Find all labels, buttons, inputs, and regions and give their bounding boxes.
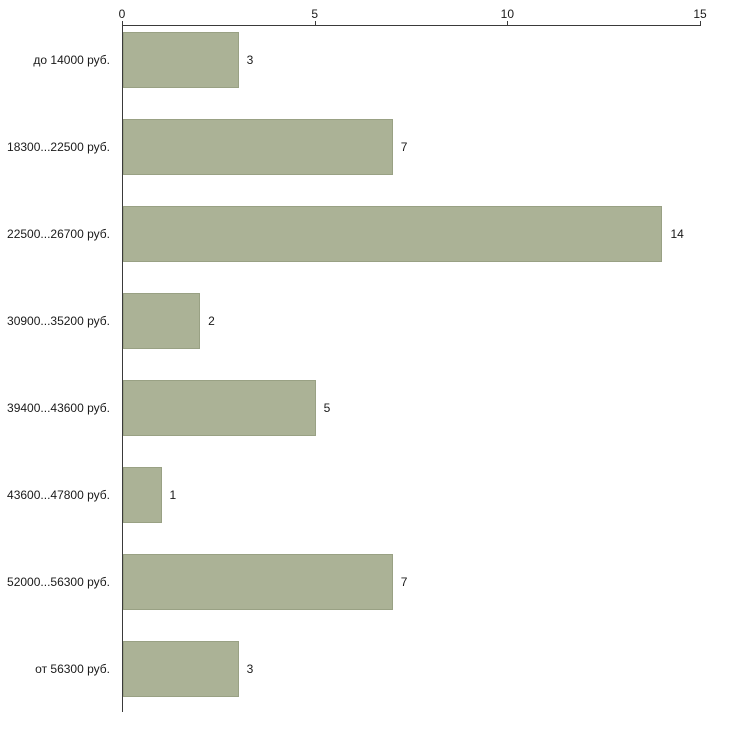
x-axis-tick-label: 15	[693, 7, 707, 21]
x-axis-tick	[122, 21, 123, 25]
bar-value-label: 14	[670, 227, 684, 241]
bar-value-label: 1	[169, 488, 177, 502]
category-label: от 56300 руб.	[35, 662, 110, 676]
bar-value-label: 3	[246, 53, 254, 67]
bar-value-label: 2	[208, 314, 215, 328]
bar	[123, 467, 162, 523]
bar	[123, 554, 393, 610]
bar	[123, 206, 663, 262]
bar-value-label: 3	[246, 662, 254, 676]
x-axis-tick	[700, 21, 701, 25]
bar	[123, 293, 201, 349]
x-axis-tick	[314, 21, 316, 25]
x-axis-line	[122, 25, 701, 26]
bar	[123, 641, 239, 697]
category-label: 18300...22500 руб.	[7, 140, 110, 154]
bar	[123, 119, 393, 175]
bar-value-label: 7	[400, 140, 408, 154]
x-axis-tick	[507, 21, 509, 25]
category-label: до 14000 руб.	[33, 53, 110, 67]
category-label: 30900...35200 руб.	[7, 314, 110, 328]
x-axis-tick-label: 5	[311, 7, 318, 21]
bar-value-label: 5	[323, 401, 331, 415]
bar-value-label: 7	[400, 575, 408, 589]
category-label: 43600...47800 руб.	[7, 488, 110, 502]
x-axis-tick-label: 10	[500, 7, 515, 21]
y-axis-line	[122, 25, 123, 712]
bar	[123, 380, 316, 436]
category-label: 22500...26700 руб.	[7, 227, 110, 241]
category-label: 52000...56300 руб.	[7, 575, 110, 589]
category-label: 39400...43600 руб.	[7, 401, 110, 415]
bar	[123, 32, 239, 88]
x-axis-tick-label: 0	[118, 7, 126, 21]
